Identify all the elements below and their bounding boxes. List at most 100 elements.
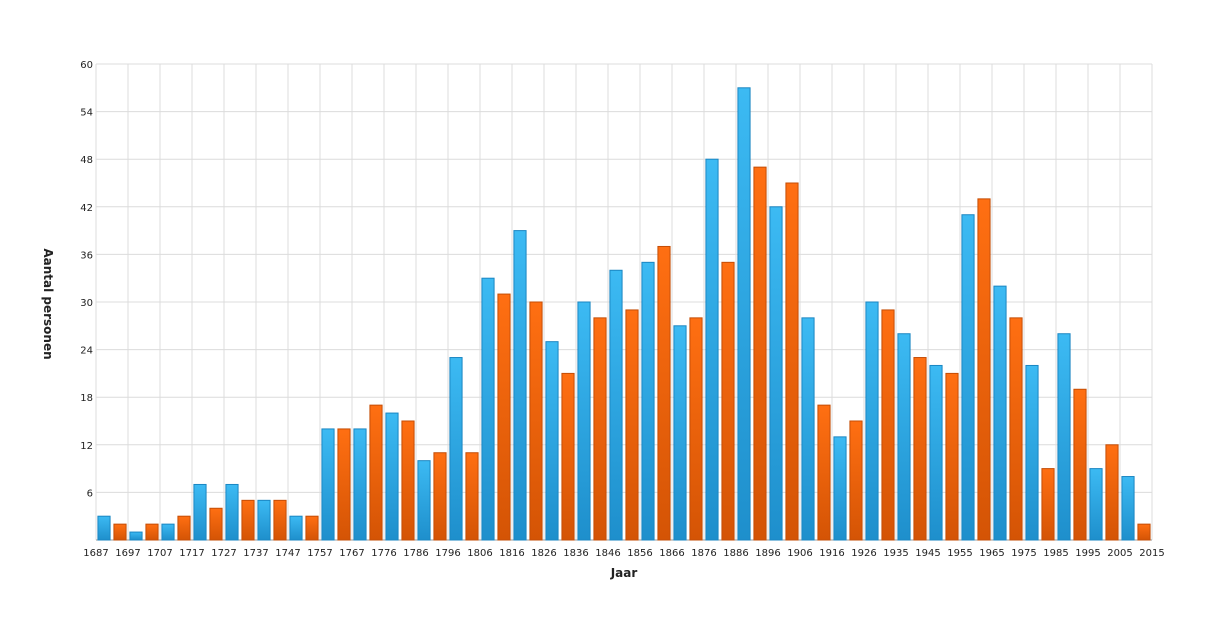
grid-lines [95,63,1153,541]
x-tick-label: 1955 [947,548,972,559]
bar-orange [305,515,319,541]
bar-blue [449,357,463,541]
bar-blue [961,214,975,541]
bar-blue [993,285,1007,541]
bar-blue [641,261,655,541]
y-axis-title: Aantal personen [41,248,55,359]
bar-orange [337,428,351,541]
bar-orange [593,317,607,541]
bar-orange [945,372,959,541]
bar-blue [161,523,175,541]
y-tick-label: 36 [80,250,93,261]
bar-blue [1089,468,1103,541]
x-tick-label: 1926 [851,548,876,559]
bar-orange [113,523,127,541]
x-tick-label: 2015 [1139,548,1164,559]
bar-blue [1057,333,1071,541]
bar-blue [97,515,111,541]
x-tick-label: 1965 [979,548,1004,559]
x-tick-label: 1747 [275,548,300,559]
y-tick-label: 54 [80,108,93,119]
bar-orange [465,452,479,541]
bar-orange [369,404,383,541]
x-tick-label: 2005 [1107,548,1132,559]
bar-orange [817,404,831,541]
y-tick-label: 48 [80,155,93,166]
bar-orange [721,261,735,541]
x-axis-title: Jaar [610,566,638,580]
bar-orange [433,452,447,541]
bar-orange [657,245,671,541]
bar-orange [1041,468,1055,541]
x-tick-label: 1935 [883,548,908,559]
bar-blue [865,301,879,541]
x-tick-label: 1985 [1043,548,1068,559]
y-tick-label: 60 [80,60,93,71]
bar-blue [481,277,495,541]
y-tick-label: 30 [80,298,93,309]
x-axis-ticks: 1687 1697 1707 1717 1727 1737 1747 1757 1767 1776… [83,548,1164,559]
bar-blue [353,428,367,541]
bar-blue [897,333,911,541]
bar-blue [513,230,527,541]
bar-orange [177,515,191,541]
bar-blue [673,325,687,541]
x-tick-label: 1707 [147,548,172,559]
x-tick-label: 1866 [659,548,684,559]
bar-blue [1025,364,1039,541]
bar-orange [785,182,799,541]
bar-orange [497,293,511,541]
x-tick-label: 1916 [819,548,844,559]
bar-orange [529,301,543,541]
bar-orange [1105,444,1119,541]
bar-orange [1137,523,1151,541]
x-tick-label: 1687 [83,548,108,559]
x-tick-label: 1945 [915,548,940,559]
y-tick-label: 6 [87,488,93,499]
bar-orange [401,420,415,541]
bar-blue [737,87,751,541]
bar-blue [257,499,271,541]
bar-blue [129,531,143,541]
x-tick-label: 1717 [179,548,204,559]
bar-orange [881,309,895,541]
bar-blue [1121,476,1135,541]
bar-orange [977,198,991,541]
bar-orange [1009,317,1023,541]
bar-blue [385,412,399,541]
x-tick-label: 1767 [339,548,364,559]
x-tick-label: 1757 [307,548,332,559]
x-tick-label: 1846 [595,548,620,559]
x-tick-label: 1776 [371,548,396,559]
bar-blue [417,460,431,541]
x-tick-label: 1876 [691,548,716,559]
x-tick-label: 1806 [467,548,492,559]
bar-orange [753,166,767,541]
bar-blue [833,436,847,541]
bar-orange [145,523,159,541]
bar-blue [705,158,719,541]
bars [97,87,1151,541]
bar-blue [801,317,815,541]
bar-orange [849,420,863,541]
x-tick-label: 1836 [563,548,588,559]
bar-blue [225,483,239,541]
bar-orange [273,499,287,541]
x-tick-label: 1856 [627,548,652,559]
bar-orange [625,309,639,541]
bar-blue [929,364,943,541]
x-tick-label: 1816 [499,548,524,559]
bar-orange [561,372,575,541]
bar-blue [577,301,591,541]
y-tick-label: 42 [80,203,93,214]
y-tick-label: 18 [80,393,93,404]
bar-blue [321,428,335,541]
bar-orange [1073,388,1087,541]
x-tick-label: 1995 [1075,548,1100,559]
x-tick-label: 1975 [1011,548,1036,559]
x-tick-label: 1697 [115,548,140,559]
y-tick-label: 12 [80,441,93,452]
bar-orange [913,357,927,541]
bar-blue [609,269,623,541]
